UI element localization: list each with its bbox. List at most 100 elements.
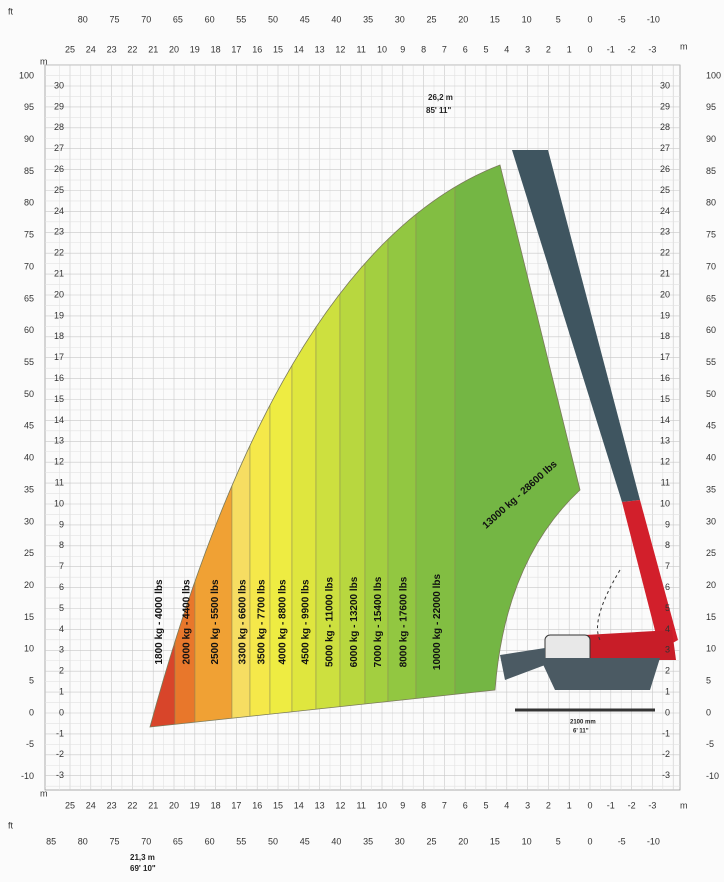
bottom-ft-label: 15: [490, 836, 500, 846]
left-m-label: 26: [54, 164, 64, 174]
left-m-label: 29: [54, 101, 64, 111]
right-ft-label: 15: [706, 612, 716, 622]
right-m-label: 29: [660, 101, 670, 111]
right-m-label: 12: [660, 457, 670, 467]
bottom-m-label: 20: [169, 800, 179, 810]
left-m-label: 12: [54, 457, 64, 467]
left-ft-label: 35: [24, 484, 34, 494]
bottom-ft-label: 80: [78, 836, 88, 846]
top-ft-label: 20: [458, 14, 468, 24]
right-ft-label: 70: [706, 261, 716, 271]
left-ft-label: 80: [24, 198, 34, 208]
right-ft-label: 65: [706, 293, 716, 303]
bottom-m-label: -1: [607, 800, 615, 810]
left-m-label: 2: [59, 666, 64, 676]
left-ft-label: 10: [24, 644, 34, 654]
left-m-label: 24: [54, 206, 64, 216]
right-m-label: 7: [665, 561, 670, 571]
unit-label: m: [680, 41, 688, 51]
bottom-m-label: 8: [421, 800, 426, 810]
top-ft-label: 60: [205, 14, 215, 24]
top-m-label: 17: [231, 44, 241, 54]
bottom-m-label: 17: [231, 800, 241, 810]
zone-label: 1800 kg - 4000 lbs: [154, 579, 165, 664]
right-m-label: 13: [660, 436, 670, 446]
left-ft-label: 0: [29, 707, 34, 717]
bottom-ft-label: 20: [458, 836, 468, 846]
top-ft-label: -5: [618, 14, 626, 24]
bottom-ft-label: 30: [395, 836, 405, 846]
bottom-m-label: 25: [65, 800, 75, 810]
left-ft-label: 70: [24, 261, 34, 271]
bottom-m-label: 21: [148, 800, 158, 810]
left-ft-label: 85: [24, 166, 34, 176]
right-ft-label: 5: [706, 676, 711, 686]
top-m-label: 9: [400, 44, 405, 54]
bottom-m-label: 1: [567, 800, 572, 810]
bottom-ft-label: 0: [587, 836, 592, 846]
zone-label: 2000 kg - 4400 lbs: [182, 579, 193, 664]
bottom-ft-label: 45: [300, 836, 310, 846]
bottom-m-label: 18: [211, 800, 221, 810]
right-ft-label: 80: [706, 198, 716, 208]
left-m-label: 0: [59, 707, 64, 717]
bottom-m-label: 0: [587, 800, 592, 810]
bottom-m-label: 24: [86, 800, 96, 810]
left-m-label: 1: [59, 686, 64, 696]
top-m-label: 15: [273, 44, 283, 54]
left-m-label: 3: [59, 645, 64, 655]
max-reach-ft: 69' 10": [130, 864, 156, 873]
right-m-label: 1: [665, 686, 670, 696]
bottom-m-label: 13: [315, 800, 325, 810]
left-m-label: 9: [59, 519, 64, 529]
left-ft-label: 55: [24, 357, 34, 367]
left-m-label: -3: [56, 770, 64, 780]
top-m-label: -2: [628, 44, 636, 54]
right-m-label: 19: [660, 310, 670, 320]
left-m-label: 15: [54, 394, 64, 404]
unit-label: m: [40, 788, 48, 798]
left-ft-label: 60: [24, 325, 34, 335]
right-m-label: 26: [660, 164, 670, 174]
right-m-label: 5: [665, 603, 670, 613]
left-m-label: 27: [54, 143, 64, 153]
bottom-ft-label: 50: [268, 836, 278, 846]
left-m-label: 28: [54, 122, 64, 132]
right-m-label: 24: [660, 206, 670, 216]
zone-label: 6000 kg - 13200 lbs: [349, 576, 360, 667]
unit-label: m: [680, 800, 688, 810]
bottom-ft-label: 65: [173, 836, 183, 846]
max-height-m: 26,2 m: [428, 93, 453, 102]
left-ft-label: 65: [24, 293, 34, 303]
top-m-label: 4: [504, 44, 509, 54]
right-ft-label: 60: [706, 325, 716, 335]
right-m-label: 22: [660, 248, 670, 258]
bottom-m-label: 6: [463, 800, 468, 810]
bottom-ft-label: -10: [647, 836, 660, 846]
bottom-m-label: 11: [357, 800, 366, 810]
boom-lower: [622, 500, 678, 650]
right-ft-label: 30: [706, 516, 716, 526]
unit-label: m: [40, 56, 48, 66]
top-ft-label: 80: [78, 14, 88, 24]
top-ft-label: 15: [490, 14, 500, 24]
top-ft-label: 75: [110, 14, 120, 24]
top-ft-label: 55: [236, 14, 246, 24]
right-m-label: 20: [660, 289, 670, 299]
top-m-label: 20: [169, 44, 179, 54]
right-m-label: 10: [660, 498, 670, 508]
bottom-ft-label: 5: [556, 836, 561, 846]
zone-band: [387, 165, 417, 727]
width-mm: 2100 mm: [570, 720, 596, 726]
zone-band: [415, 165, 456, 727]
envelope: [149, 164, 581, 728]
right-ft-label: 50: [706, 389, 716, 399]
top-ft-label: 25: [426, 14, 436, 24]
left-ft-label: 50: [24, 389, 34, 399]
top-m-label: 2: [546, 44, 551, 54]
right-m-label: 16: [660, 373, 670, 383]
top-ft-label: 0: [587, 14, 592, 24]
left-m-label: 17: [54, 352, 64, 362]
left-ft-label: 40: [24, 453, 34, 463]
